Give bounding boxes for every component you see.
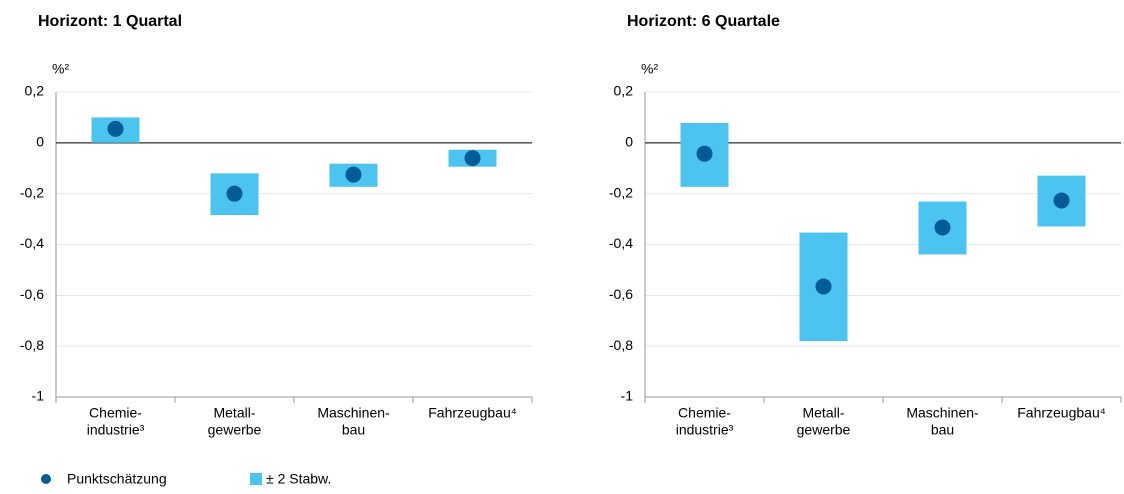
x-tick-label: Fahrzeugbau⁴	[428, 405, 517, 421]
legend-label: ± 2 Stabw.	[266, 471, 331, 487]
y-tick-label: 0,2	[25, 83, 45, 99]
legend-marker	[250, 473, 262, 485]
x-tick-label: industrie³	[87, 422, 145, 438]
y-tick-label: -0,2	[20, 184, 44, 200]
x-tick-label: Maschinen-	[317, 405, 390, 421]
point-estimate	[464, 150, 481, 167]
x-tick-label: Fahrzeugbau⁴	[1017, 405, 1106, 421]
y-tick-label: -0,2	[609, 184, 633, 200]
y-tick-label: -0,4	[20, 235, 44, 251]
legend-label: Punktschätzung	[67, 471, 167, 487]
x-tick-label: Metall-	[802, 405, 844, 421]
point-estimate	[934, 219, 951, 236]
x-tick-label: Maschinen-	[906, 405, 979, 421]
y-tick-label: -0,8	[609, 337, 633, 353]
y-tick-label: -0,6	[20, 286, 44, 302]
legend-marker	[41, 474, 51, 484]
x-tick-label: bau	[931, 422, 954, 438]
y-axis-label: %²	[641, 61, 658, 77]
x-tick-label: bau	[342, 422, 365, 438]
point-estimate	[815, 278, 832, 295]
y-tick-label: 0	[36, 134, 44, 150]
x-tick-label: industrie³	[676, 422, 734, 438]
chart-title: Horizont: 1 Quartal	[38, 13, 182, 30]
y-tick-label: -0,6	[609, 286, 633, 302]
x-tick-label: gewerbe	[797, 422, 851, 438]
point-estimate	[696, 145, 713, 162]
x-tick-label: Chemie-	[89, 405, 142, 421]
point-estimate	[1053, 192, 1070, 209]
point-estimate	[345, 166, 362, 183]
x-tick-label: Chemie-	[678, 405, 731, 421]
point-estimate	[107, 120, 124, 137]
y-tick-label: -1	[621, 388, 634, 404]
y-tick-label: -0,4	[609, 235, 633, 251]
chart-title: Horizont: 6 Quartale	[627, 13, 780, 30]
x-tick-label: Metall-	[213, 405, 255, 421]
x-tick-label: gewerbe	[208, 422, 262, 438]
y-tick-label: -0,8	[20, 337, 44, 353]
y-tick-label: 0,2	[614, 83, 634, 99]
y-tick-label: -1	[32, 388, 45, 404]
y-tick-label: 0	[625, 134, 633, 150]
y-axis-label: %²	[52, 61, 69, 77]
point-estimate	[226, 185, 243, 202]
